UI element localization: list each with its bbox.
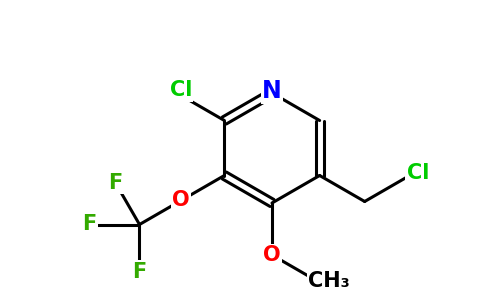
Text: CH₃: CH₃ [308, 271, 350, 291]
Text: F: F [108, 173, 122, 193]
Text: O: O [263, 245, 281, 265]
Text: F: F [132, 262, 147, 281]
Text: N: N [262, 79, 282, 103]
Text: Cl: Cl [407, 163, 429, 182]
Text: Cl: Cl [170, 80, 192, 100]
Text: O: O [172, 190, 190, 211]
Text: F: F [82, 214, 97, 235]
